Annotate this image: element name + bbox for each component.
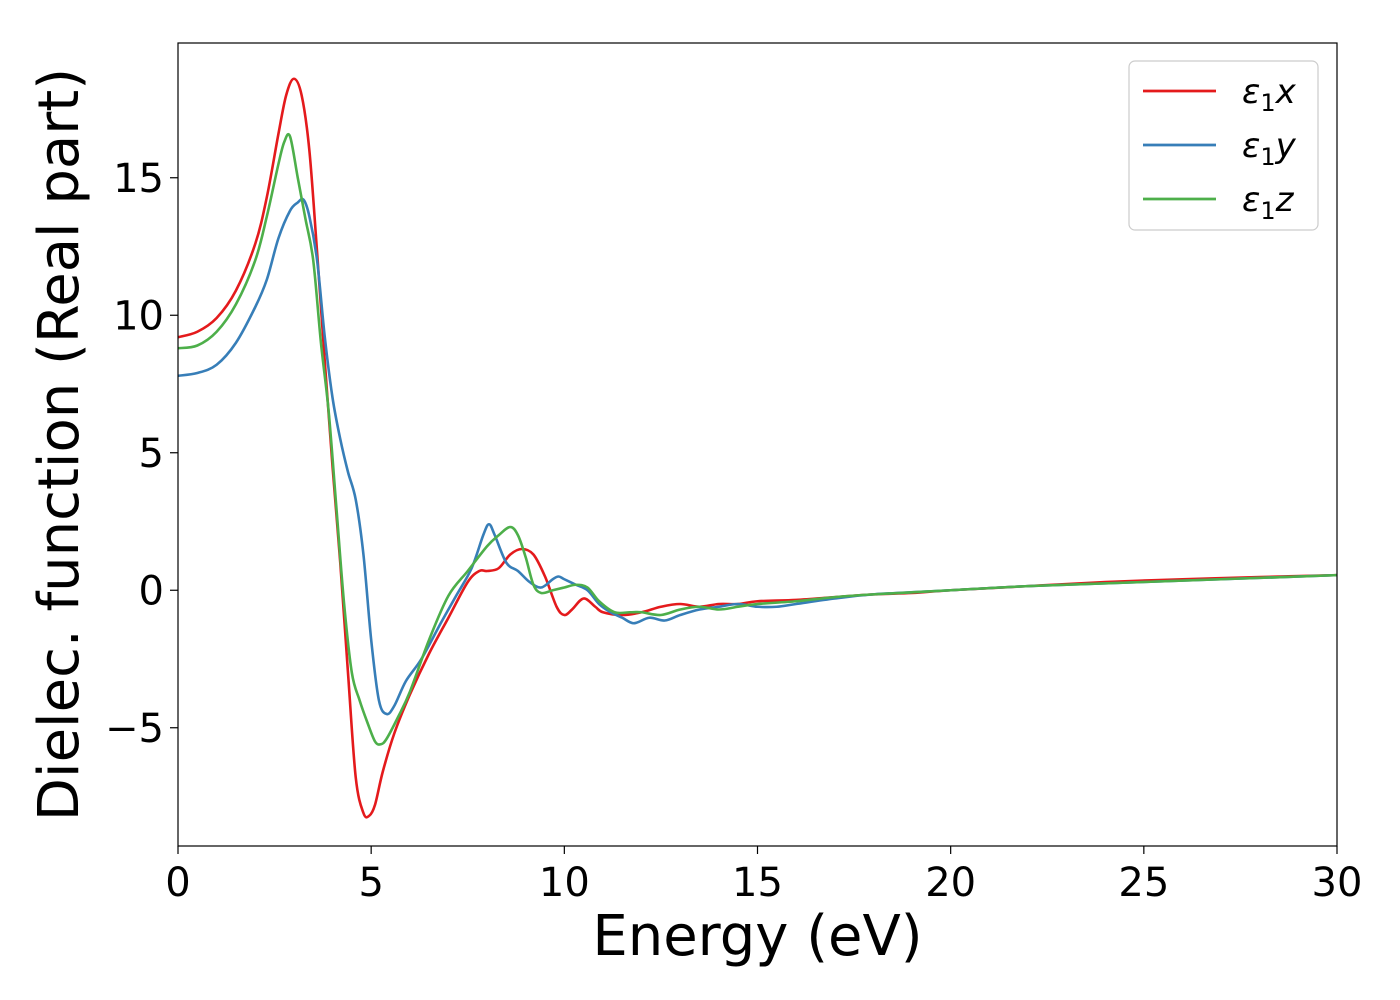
y-tick-label: −5: [105, 706, 164, 752]
series-line-x: [178, 77, 1337, 819]
legend-label-z: ε1z: [1242, 180, 1295, 225]
y-axis-label: Dielec. function (Real part): [27, 68, 92, 821]
legend: ε1x ε1y ε1z: [1128, 60, 1319, 231]
legend-label-y: ε1y: [1242, 126, 1297, 171]
y-axis: −5 0 5 10 15: [105, 156, 178, 752]
y-tick-label: 10: [113, 293, 164, 339]
y-tick-label: 5: [139, 431, 164, 477]
x-tick-label: 30: [1312, 860, 1363, 906]
series-line-z: [178, 132, 1337, 746]
x-axis: 0 5 10 15 20 25 30: [165, 846, 1362, 906]
x-tick-label: 20: [925, 860, 976, 906]
y-tick-label: 15: [113, 156, 164, 202]
series-lines: [178, 77, 1337, 819]
legend-box: [1128, 60, 1319, 231]
x-tick-label: 25: [1118, 860, 1169, 906]
x-tick-label: 0: [165, 860, 190, 906]
x-tick-label: 5: [358, 860, 383, 906]
x-tick-label: 15: [732, 860, 783, 906]
legend-label-x: ε1x: [1242, 72, 1297, 117]
y-tick-label: 0: [139, 568, 164, 614]
x-axis-label: Energy (eV): [592, 904, 922, 969]
x-tick-label: 10: [539, 860, 590, 906]
